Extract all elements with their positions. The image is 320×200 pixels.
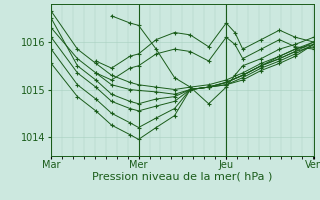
X-axis label: Pression niveau de la mer( hPa ): Pression niveau de la mer( hPa ) <box>92 172 273 182</box>
